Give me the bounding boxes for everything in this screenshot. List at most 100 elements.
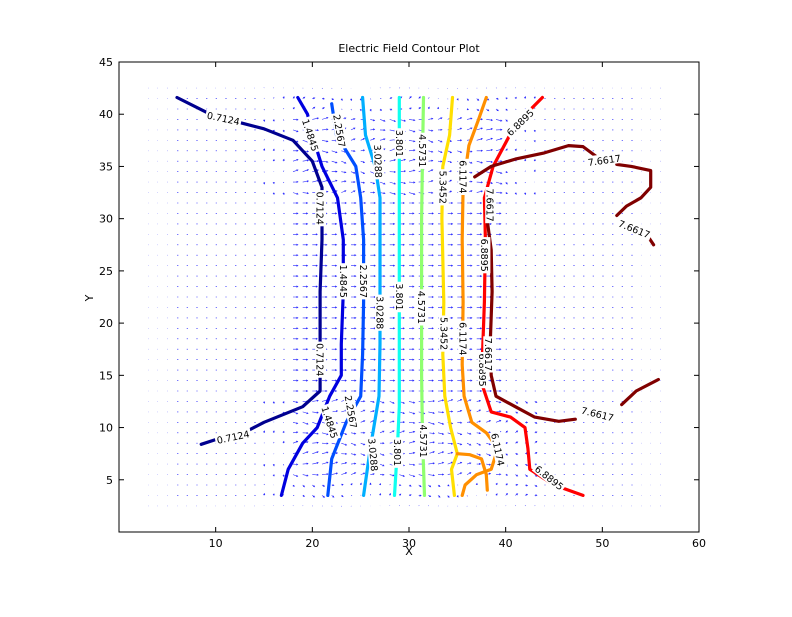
- contour-label-background: [394, 128, 406, 159]
- contour-label-background: [300, 116, 322, 154]
- y-tick-label: 15: [99, 369, 113, 382]
- contour-label-group: 4.5731: [417, 423, 430, 460]
- contour-label: 3.801: [393, 130, 404, 157]
- contour-label-background: [358, 263, 370, 300]
- x-tick-label: 30: [402, 537, 416, 550]
- contour-label-background: [338, 263, 350, 300]
- contour-line: [473, 144, 598, 179]
- contour-label-group: 7.6617: [615, 216, 654, 242]
- contour-label: 6.1174: [488, 432, 506, 467]
- contour-label-group: 6.8895: [503, 105, 537, 139]
- contour-label-group: 1.4845: [318, 403, 341, 442]
- y-tick-label: 5: [106, 474, 113, 487]
- contour-label: 6.8895: [476, 353, 487, 386]
- contour-label-background: [418, 423, 430, 460]
- contour-label-background: [458, 320, 470, 357]
- contour-line: [175, 95, 324, 437]
- contour-label-background: [331, 112, 349, 150]
- contour-label: 4.5731: [417, 424, 428, 457]
- contour-label-group: 7.6617: [578, 403, 617, 425]
- contour-label: 7.6617: [587, 153, 621, 169]
- y-tick-label: 20: [99, 317, 113, 330]
- contour-label-group: 3.0288: [374, 294, 386, 331]
- contour-label-background: [578, 403, 617, 424]
- contour-label-group: 3.801: [393, 281, 406, 313]
- contour-label-group: 6.8895: [531, 461, 568, 493]
- contour-line: [361, 95, 382, 497]
- contour-label-group: 6.8895: [478, 237, 491, 274]
- x-tick-label: 50: [595, 537, 609, 550]
- contour-label: 3.0288: [371, 144, 383, 178]
- contour-label-group: 6.1174: [457, 158, 470, 195]
- contour-line: [455, 452, 489, 492]
- contour-label-background: [615, 216, 654, 241]
- contour-label-background: [585, 151, 623, 168]
- contour-label: 0.7124: [206, 111, 241, 129]
- contour-label: 5.3452: [436, 171, 447, 204]
- contour-label-group: 3.0288: [371, 142, 385, 180]
- y-tick-label: 45: [99, 56, 113, 69]
- y-axis-label: Y: [83, 294, 96, 302]
- contour-label-background: [366, 436, 381, 474]
- contour-label-background: [392, 437, 404, 468]
- contour-label-group: 6.1174: [488, 430, 508, 469]
- contour-label: 0.7124: [216, 429, 251, 447]
- contour-label-group: 2.2567: [357, 263, 370, 300]
- contour-label: 6.8895: [478, 239, 489, 272]
- contour-label-background: [315, 341, 327, 378]
- contour-label-group: 5.3452: [437, 315, 450, 352]
- contour-label-group: 4.5731: [416, 132, 429, 169]
- quiver-arrows: [148, 87, 661, 507]
- contour-label-group: 7.6617: [482, 336, 495, 373]
- contour-label-background: [375, 294, 386, 331]
- contour-label-background: [342, 393, 361, 431]
- contour-label-group: 7.6617: [484, 187, 497, 224]
- contour-label-group: 5.3452: [436, 169, 449, 206]
- x-tick-label: 60: [692, 537, 706, 550]
- contour-label-group: 0.7124: [314, 190, 327, 227]
- contour-label: 1.4845: [337, 265, 348, 298]
- x-tick-label: 20: [305, 537, 319, 550]
- contour-label-group: 0.7124: [214, 427, 252, 447]
- x-ticks: 10 20 30 40 50 60: [209, 62, 706, 550]
- x-tick-label: 10: [209, 537, 223, 550]
- contour-label-background: [531, 461, 568, 493]
- contour-label-group: 7.6617: [585, 151, 623, 169]
- contour-label: 7.6617: [484, 188, 495, 221]
- contour-label: 4.5731: [416, 134, 427, 167]
- axes: 10 20 30 40 50 60 5 10 15 20 25 30 35 40 45: [99, 56, 706, 550]
- x-axis-label: X: [405, 545, 413, 558]
- contour-line: [326, 102, 366, 497]
- contour-label: 3.0288: [365, 438, 379, 472]
- x-tick-label: 40: [499, 537, 513, 550]
- contour-label-background: [485, 187, 497, 224]
- contour-line: [615, 162, 653, 218]
- contour-label: 6.1174: [457, 160, 468, 193]
- contour-label-background: [204, 108, 243, 128]
- contour-label: 3.801: [391, 439, 402, 466]
- contour-label: 0.7124: [314, 192, 325, 225]
- contour-label-background: [438, 315, 450, 352]
- contour-label: 6.8895: [505, 108, 537, 139]
- y-tick-label: 10: [99, 422, 113, 435]
- contour-label-group: 0.7124: [204, 108, 243, 129]
- contour-label-group: 6.1174: [457, 320, 470, 357]
- contour-line: [440, 95, 459, 497]
- y-tick-label: 40: [99, 108, 113, 121]
- contour-label-background: [416, 289, 428, 326]
- contour-label: 7.6617: [616, 219, 651, 242]
- contour-line: [484, 211, 577, 423]
- contour-label: 4.5731: [415, 291, 426, 324]
- contour-label-background: [437, 169, 449, 206]
- contour-label-background: [479, 237, 491, 274]
- contour-label: 5.3452: [437, 317, 448, 350]
- contour-label-background: [372, 142, 385, 180]
- contour-label: 7.6617: [580, 406, 615, 425]
- contour-label-background: [483, 336, 495, 373]
- contour-label-background: [214, 427, 252, 446]
- contour-label: 3.801: [393, 283, 404, 310]
- contour-label-background: [489, 430, 508, 469]
- contour-label-background: [458, 158, 470, 195]
